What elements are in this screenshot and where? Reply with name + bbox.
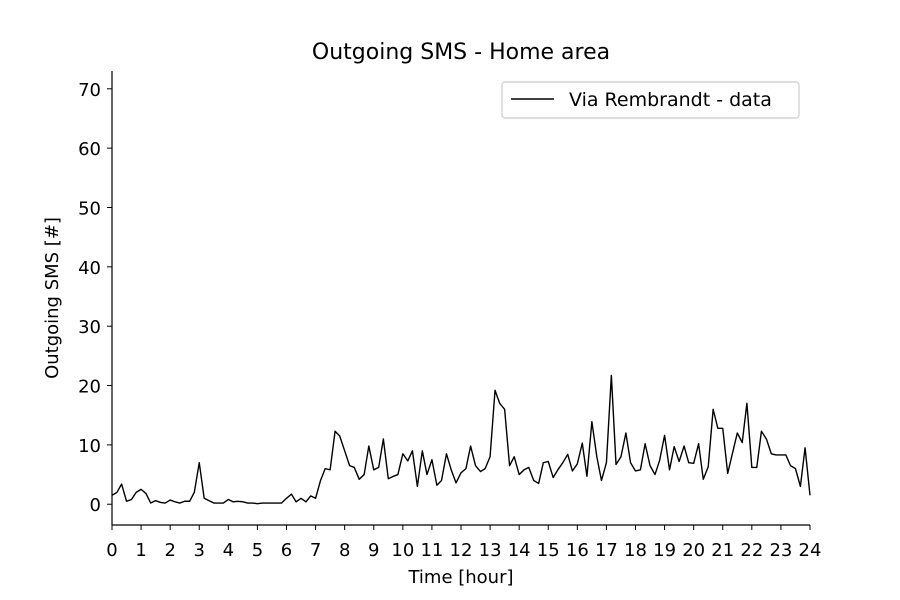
y-tick-label: 70 bbox=[78, 80, 101, 101]
x-tick-label: 6 bbox=[281, 540, 292, 561]
x-tick-label: 14 bbox=[508, 540, 531, 561]
series-line-0 bbox=[111, 374, 811, 505]
legend-frame bbox=[501, 81, 800, 119]
legend-label: Via Rembrandt - data bbox=[569, 89, 772, 111]
x-tick-label: 13 bbox=[479, 540, 502, 561]
x-tick-label: 2 bbox=[164, 540, 175, 561]
chart-title: Outgoing SMS - Home area bbox=[312, 40, 610, 65]
x-tick-label: 8 bbox=[339, 540, 350, 561]
y-tick-label: 30 bbox=[78, 317, 101, 338]
x-tick-label: 20 bbox=[682, 540, 705, 561]
plot-area: 0 1 2 3 4 5 6 7 8 9 10 11 12 13 14 15 16 17 18 19 20 21 22 23 24… bbox=[78, 71, 821, 561]
x-tick-label: 3 bbox=[194, 540, 205, 561]
y-tick-label: 0 bbox=[90, 495, 101, 516]
x-tick-label: 17 bbox=[595, 540, 618, 561]
y-tick-label: 10 bbox=[78, 436, 101, 457]
x-tick-label: 4 bbox=[223, 540, 234, 561]
x-tick-label: 10 bbox=[391, 540, 414, 561]
x-tick-label: 0 bbox=[106, 540, 117, 561]
x-tick-label: 23 bbox=[769, 540, 792, 561]
legend: Via Rembrandt - data bbox=[501, 81, 800, 119]
x-tick-label: 5 bbox=[252, 540, 263, 561]
y-tick-label: 40 bbox=[78, 258, 101, 279]
x-tick-label: 21 bbox=[711, 540, 734, 561]
x-tick-label: 12 bbox=[450, 540, 473, 561]
y-axis-label: Outgoing SMS [#] bbox=[42, 217, 63, 379]
x-tick-label: 18 bbox=[624, 540, 647, 561]
y-tick-label: 20 bbox=[78, 377, 101, 398]
x-tick-label: 1 bbox=[135, 540, 146, 561]
x-tick-label: 24 bbox=[799, 540, 822, 561]
x-tick-label: 19 bbox=[653, 540, 676, 561]
x-axis-label: Time [hour] bbox=[407, 567, 513, 588]
x-tick-label: 15 bbox=[537, 540, 560, 561]
y-tick-label: 60 bbox=[78, 139, 101, 160]
x-tick-label: 7 bbox=[310, 540, 321, 561]
x-tick-label: 9 bbox=[368, 540, 379, 561]
y-tick-label: 50 bbox=[78, 198, 101, 219]
x-tick-label: 11 bbox=[420, 540, 443, 561]
x-tick-label: 16 bbox=[566, 540, 589, 561]
x-tick-label: 22 bbox=[740, 540, 763, 561]
